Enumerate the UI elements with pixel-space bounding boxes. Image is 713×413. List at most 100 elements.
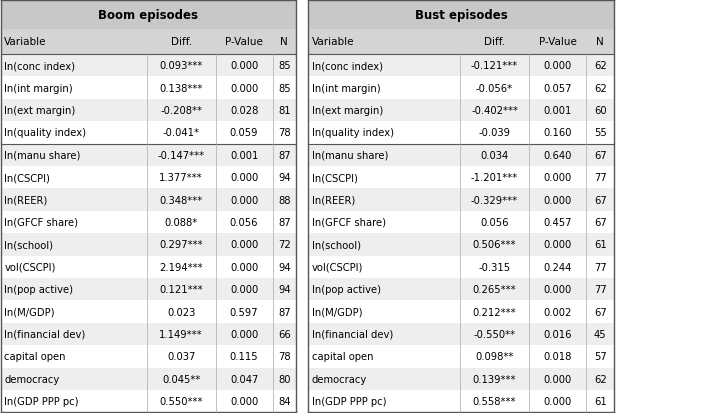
FancyBboxPatch shape bbox=[586, 55, 614, 77]
Text: 0.028: 0.028 bbox=[230, 106, 258, 116]
FancyBboxPatch shape bbox=[272, 55, 296, 77]
Text: 0.000: 0.000 bbox=[544, 195, 572, 205]
FancyBboxPatch shape bbox=[460, 390, 530, 412]
FancyBboxPatch shape bbox=[1, 234, 147, 256]
Text: capital open: capital open bbox=[4, 351, 66, 361]
Text: 67: 67 bbox=[594, 307, 607, 317]
FancyBboxPatch shape bbox=[296, 55, 308, 77]
FancyBboxPatch shape bbox=[308, 345, 460, 368]
Text: ln(GFCF share): ln(GFCF share) bbox=[4, 217, 78, 228]
Text: 0.558***: 0.558*** bbox=[473, 396, 516, 406]
FancyBboxPatch shape bbox=[308, 390, 460, 412]
Text: 0.088*: 0.088* bbox=[165, 217, 198, 228]
Text: 55: 55 bbox=[594, 128, 607, 138]
Text: 0.297***: 0.297*** bbox=[159, 240, 203, 250]
FancyBboxPatch shape bbox=[215, 323, 272, 345]
FancyBboxPatch shape bbox=[530, 345, 586, 368]
FancyBboxPatch shape bbox=[308, 100, 460, 122]
Text: 72: 72 bbox=[278, 240, 291, 250]
Text: ln(financial dev): ln(financial dev) bbox=[312, 329, 393, 339]
FancyBboxPatch shape bbox=[530, 256, 586, 278]
FancyBboxPatch shape bbox=[1, 390, 147, 412]
FancyBboxPatch shape bbox=[1, 211, 147, 234]
Text: 77: 77 bbox=[594, 285, 607, 294]
Text: Variable: Variable bbox=[4, 38, 47, 47]
Text: 0.506***: 0.506*** bbox=[473, 240, 516, 250]
Text: 0.139***: 0.139*** bbox=[473, 374, 516, 384]
FancyBboxPatch shape bbox=[272, 211, 296, 234]
Text: 87: 87 bbox=[278, 150, 291, 160]
Text: 0.002: 0.002 bbox=[544, 307, 572, 317]
Text: 0.059: 0.059 bbox=[230, 128, 258, 138]
Text: 80: 80 bbox=[278, 374, 290, 384]
Text: ln(M/GDP): ln(M/GDP) bbox=[312, 307, 362, 317]
FancyBboxPatch shape bbox=[586, 144, 614, 166]
FancyBboxPatch shape bbox=[272, 256, 296, 278]
Text: 0.000: 0.000 bbox=[544, 285, 572, 294]
FancyBboxPatch shape bbox=[530, 278, 586, 301]
FancyBboxPatch shape bbox=[530, 77, 586, 100]
Text: 67: 67 bbox=[594, 195, 607, 205]
FancyBboxPatch shape bbox=[460, 211, 530, 234]
FancyBboxPatch shape bbox=[308, 1, 614, 30]
Text: 0.244: 0.244 bbox=[544, 262, 572, 272]
FancyBboxPatch shape bbox=[296, 234, 308, 256]
FancyBboxPatch shape bbox=[272, 301, 296, 323]
Text: -0.402***: -0.402*** bbox=[471, 106, 518, 116]
Text: 0.057: 0.057 bbox=[543, 83, 572, 93]
Text: 0.597: 0.597 bbox=[230, 307, 258, 317]
FancyBboxPatch shape bbox=[147, 122, 215, 144]
FancyBboxPatch shape bbox=[530, 390, 586, 412]
Text: ln(REER): ln(REER) bbox=[312, 195, 355, 205]
Text: democracy: democracy bbox=[312, 374, 367, 384]
Text: 45: 45 bbox=[594, 329, 607, 339]
Text: ln(REER): ln(REER) bbox=[4, 195, 48, 205]
Text: 0.037: 0.037 bbox=[167, 351, 195, 361]
FancyBboxPatch shape bbox=[147, 278, 215, 301]
Text: -0.039: -0.039 bbox=[478, 128, 511, 138]
Text: 87: 87 bbox=[278, 307, 291, 317]
Text: 0.000: 0.000 bbox=[230, 240, 258, 250]
FancyBboxPatch shape bbox=[215, 234, 272, 256]
FancyBboxPatch shape bbox=[530, 234, 586, 256]
FancyBboxPatch shape bbox=[1, 166, 147, 189]
FancyBboxPatch shape bbox=[530, 166, 586, 189]
FancyBboxPatch shape bbox=[272, 100, 296, 122]
FancyBboxPatch shape bbox=[147, 166, 215, 189]
Text: vol(CSCPI): vol(CSCPI) bbox=[312, 262, 363, 272]
FancyBboxPatch shape bbox=[530, 144, 586, 166]
Text: 0.000: 0.000 bbox=[230, 285, 258, 294]
Text: Boom episodes: Boom episodes bbox=[98, 9, 198, 22]
FancyBboxPatch shape bbox=[460, 301, 530, 323]
Text: ln(financial dev): ln(financial dev) bbox=[4, 329, 86, 339]
FancyBboxPatch shape bbox=[1, 256, 147, 278]
Text: -0.550**: -0.550** bbox=[473, 329, 515, 339]
FancyBboxPatch shape bbox=[296, 256, 308, 278]
FancyBboxPatch shape bbox=[272, 30, 296, 55]
FancyBboxPatch shape bbox=[308, 189, 460, 211]
Text: ln(GFCF share): ln(GFCF share) bbox=[312, 217, 386, 228]
Text: -0.121***: -0.121*** bbox=[471, 61, 518, 71]
Text: -1.201***: -1.201*** bbox=[471, 173, 518, 183]
FancyBboxPatch shape bbox=[296, 144, 308, 166]
FancyBboxPatch shape bbox=[1, 1, 296, 30]
Text: -0.329***: -0.329*** bbox=[471, 195, 518, 205]
FancyBboxPatch shape bbox=[460, 368, 530, 390]
FancyBboxPatch shape bbox=[530, 30, 586, 55]
Text: 0.098**: 0.098** bbox=[476, 351, 514, 361]
Text: 94: 94 bbox=[278, 285, 291, 294]
FancyBboxPatch shape bbox=[530, 323, 586, 345]
FancyBboxPatch shape bbox=[586, 100, 614, 122]
Text: 0.000: 0.000 bbox=[230, 173, 258, 183]
Text: 0.056: 0.056 bbox=[481, 217, 509, 228]
Text: N: N bbox=[596, 38, 604, 47]
Text: 0.640: 0.640 bbox=[544, 150, 572, 160]
Text: ln(school): ln(school) bbox=[312, 240, 361, 250]
FancyBboxPatch shape bbox=[586, 211, 614, 234]
FancyBboxPatch shape bbox=[530, 100, 586, 122]
Text: 0.348***: 0.348*** bbox=[160, 195, 202, 205]
Text: ln(quality index): ln(quality index) bbox=[4, 128, 86, 138]
FancyBboxPatch shape bbox=[215, 55, 272, 77]
FancyBboxPatch shape bbox=[530, 55, 586, 77]
Text: ln(M/GDP): ln(M/GDP) bbox=[4, 307, 55, 317]
